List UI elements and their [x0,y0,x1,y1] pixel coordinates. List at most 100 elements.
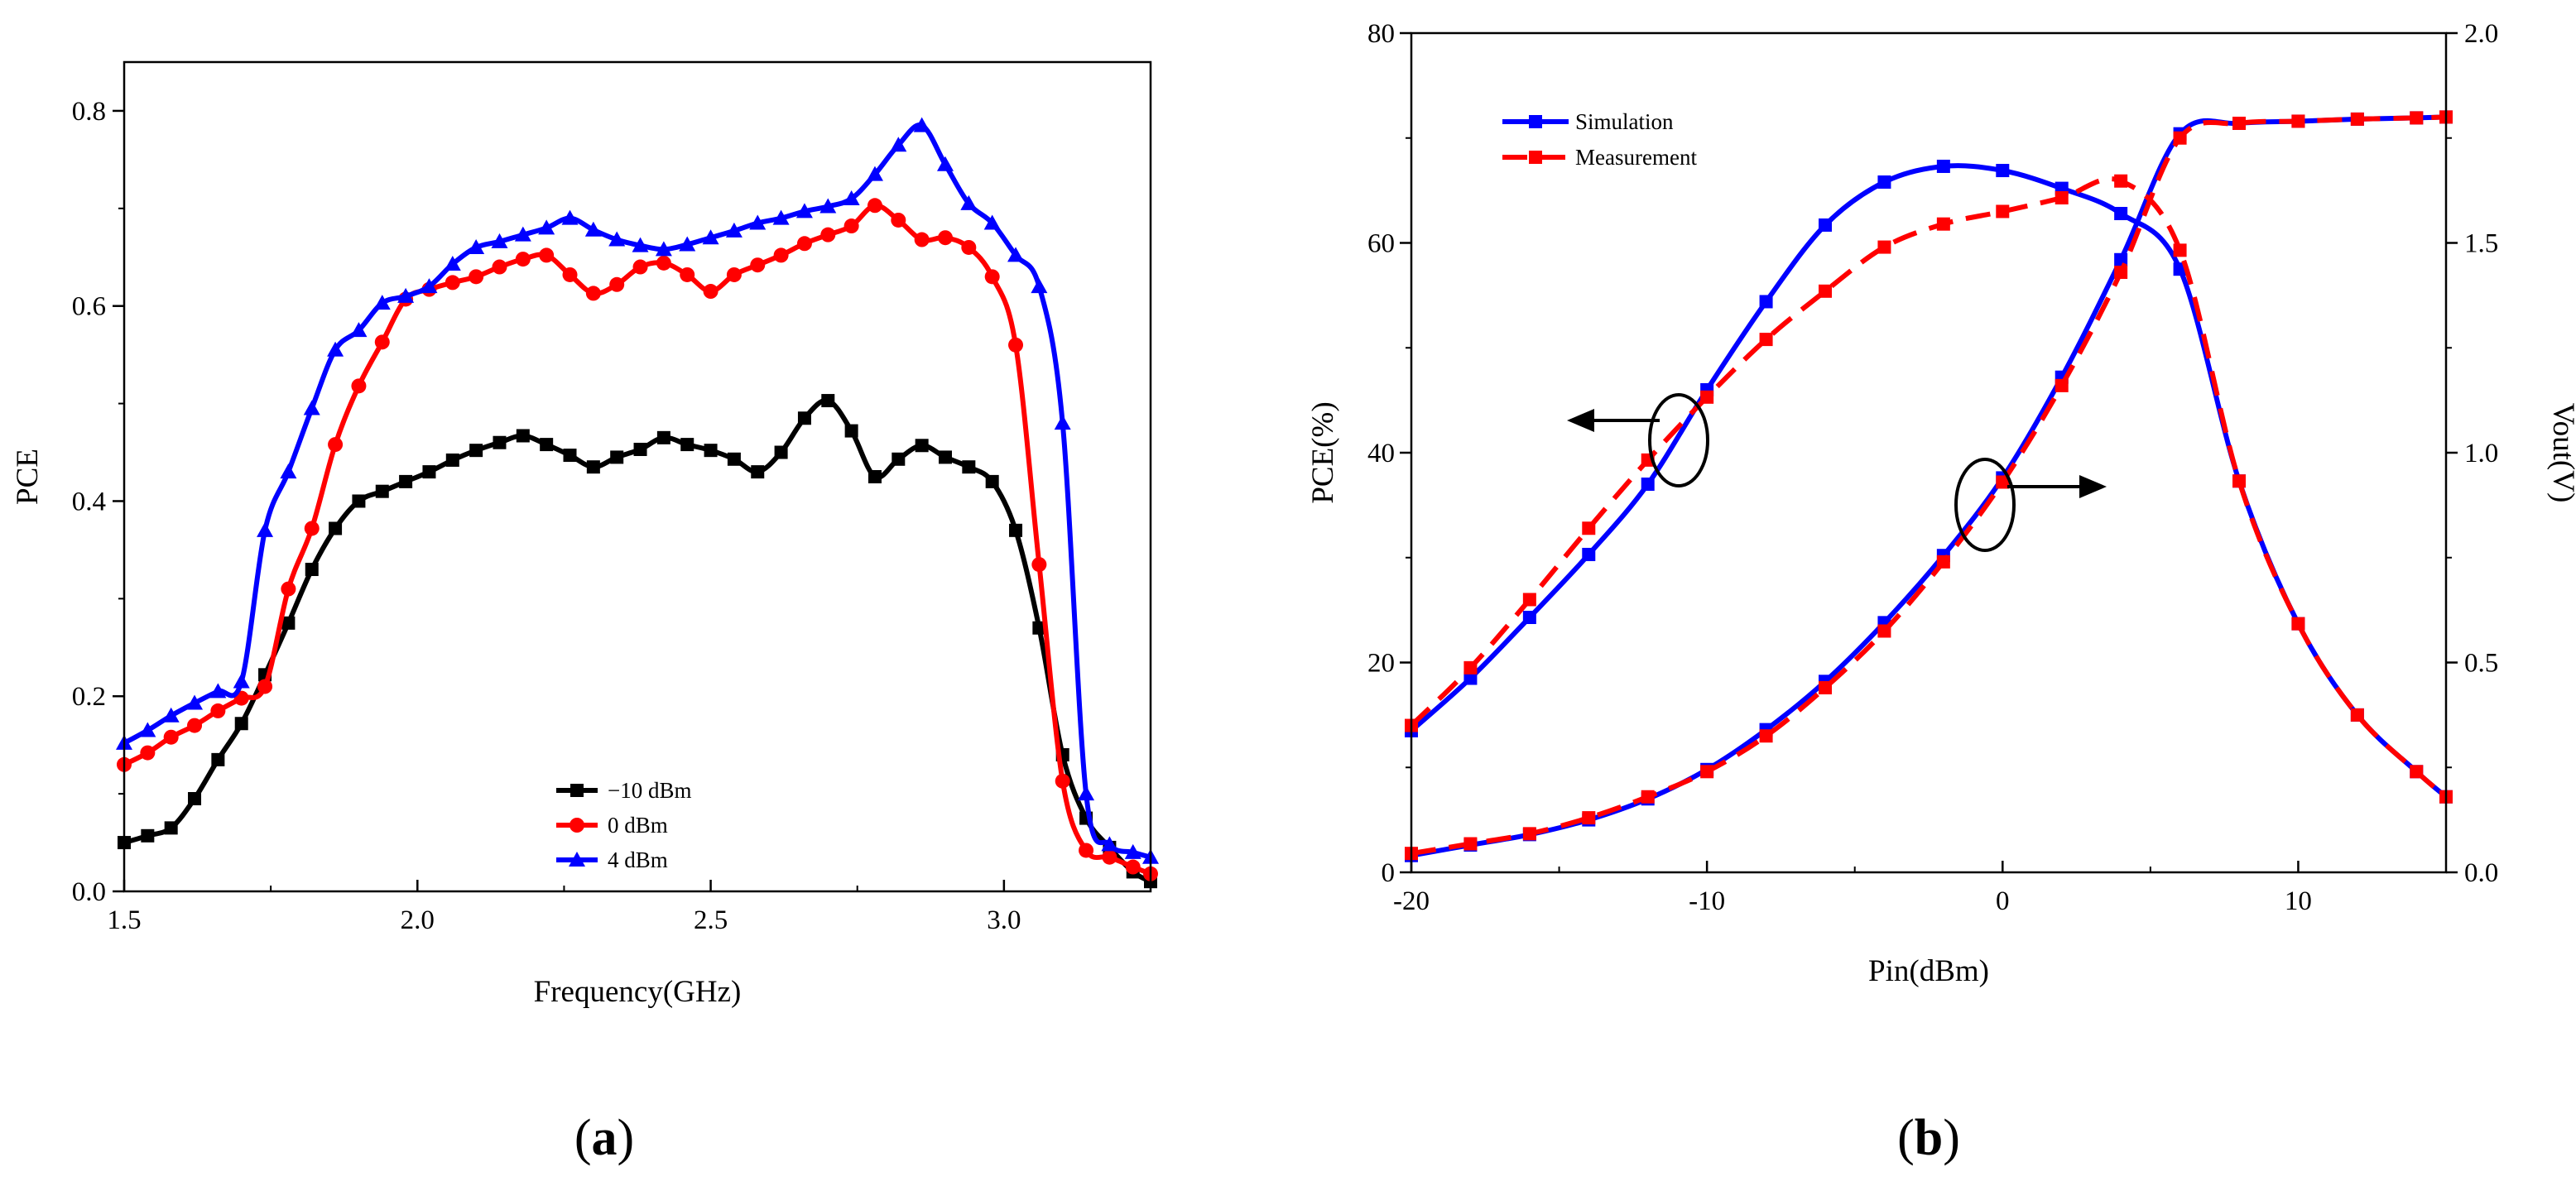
series-0-point-7 [281,616,296,630]
series-1-point-25 [703,284,718,300]
y-axis-title: PCE [11,449,45,505]
y-tick-label: 0.4 [72,487,106,516]
panel-label-open: ( [1897,1110,1915,1166]
series-2-point-2 [162,707,180,723]
series-2-point-24 [679,236,696,252]
series-0-point-28 [774,445,788,459]
legend-label-2: 4 dBm [608,847,668,872]
series-2-point-25 [702,229,719,245]
series-0-point-26 [727,452,741,466]
series-1-point-18 [539,247,555,263]
series-1-point-31 [843,218,859,234]
series-0-point-18 [540,438,554,452]
y-tick-label: 0.2 [72,682,106,712]
series-2-point-3 [186,694,204,710]
series-3-point-7 [1819,680,1832,694]
series-1-point-19 [562,266,578,282]
x-tick-label: -10 [1689,886,1725,916]
y-tick-label: 60 [1367,229,1395,259]
series-0-point-33 [892,452,906,466]
series-line-1 [1411,176,2446,799]
x-tick-label: -20 [1393,886,1430,916]
legend-label-0: −10 dBm [608,778,692,803]
series-2-point-16 [491,233,508,248]
x-axis-title: Pin(dBm) [1868,954,1989,988]
series-0-point-8 [305,562,319,576]
series-3-point-14 [2232,117,2246,131]
series-1-point-16 [492,259,507,275]
series-0-point-1 [1463,671,1478,685]
series-1-point-23 [656,255,671,271]
series-0-point-22 [633,442,647,456]
series-0-point-14 [445,453,459,467]
y-tick-label: 0.8 [72,97,106,127]
series-0-point-23 [656,430,670,444]
series-0-point-4 [211,752,225,766]
series-0-point-13 [422,465,436,479]
panel-label-close: ) [618,1110,635,1166]
series-0-point-19 [563,449,577,463]
series-0-point-36 [962,460,976,474]
arrow-right-icon [2079,475,2107,498]
series-line-0 [1411,163,2446,799]
series-line-1 [124,203,1151,876]
series-2-point-35 [937,156,954,171]
series-1-point-20 [585,286,601,301]
series-1-point-43 [1125,859,1141,875]
series-1-point-10 [351,378,367,394]
legend-marker-1 [1529,151,1542,164]
series-1-point-2 [1522,593,1536,607]
series-line-2 [1411,114,2446,858]
series-2-point-41 [1078,785,1095,801]
series-3-point-13 [2173,131,2187,145]
panel-label-close: ) [1943,1110,1960,1166]
series-0-point-3 [1582,547,1596,561]
x-tick-label: 1.5 [107,905,141,935]
y-right-tick-label: 0.0 [2464,858,2498,888]
y-axis-title: PCE(%) [1306,401,1340,503]
series-3-point-10 [1996,475,2010,489]
series-0-point-39 [1032,621,1046,635]
series-1-point-40 [1055,773,1070,789]
series-0-point-29 [797,411,811,425]
series-2-point-31 [843,190,860,206]
series-2-point-13 [421,278,438,294]
series-1-point-28 [773,247,789,263]
series-2-point-5 [233,673,250,689]
series-0-point-17 [516,429,530,443]
series-2-point-12 [397,287,415,303]
series-0-point-9 [329,521,343,535]
series-2-point-10 [350,322,368,338]
legend-label-1: 0 dBm [608,813,668,838]
x-tick-label: 2.0 [401,905,435,935]
series-0-point-11 [375,484,389,498]
series-2-point-18 [538,219,555,235]
chart-a: 1.5 2.0 2.5 3.0 0.0 0.2 0.4 0.6 0.8 Frequency(GHz… [11,60,1159,1166]
x-tick-label: 2.5 [694,905,728,935]
series-3-point-5 [1700,765,1714,779]
series-1-point-17 [515,252,531,267]
chart-b: -20 -10 0 10 0 20 40 60 80 0.0 0.5 1.0 1.5 2.0 Pin(dBm… [1306,19,2576,1166]
legend-marker-0 [570,784,584,797]
series-0-point-30 [821,394,835,408]
series-2-point-38 [1007,247,1025,262]
series-1-point-42 [1102,849,1117,865]
series-0-point-16 [493,435,507,449]
series-2-point-6 [257,521,274,537]
series-0-point-37 [985,474,999,488]
series-3-point-9 [1936,555,1950,569]
series-3-point-15 [2291,114,2305,128]
series-0-point-35 [939,450,952,464]
x-axis-title: Frequency(GHz) [534,975,742,1009]
series-2-point-19 [561,209,579,225]
series-1-point-9 [1936,217,1950,231]
series-0-point-21 [610,450,624,464]
series-1-point-11 [374,334,390,350]
series-1-point-14 [445,275,460,290]
series-0-point-10 [352,494,366,508]
plot-frame [123,60,1152,893]
series-1-point-16 [2350,708,2364,722]
series-0-point-38 [1009,523,1023,537]
series-2-point-1 [139,722,156,737]
